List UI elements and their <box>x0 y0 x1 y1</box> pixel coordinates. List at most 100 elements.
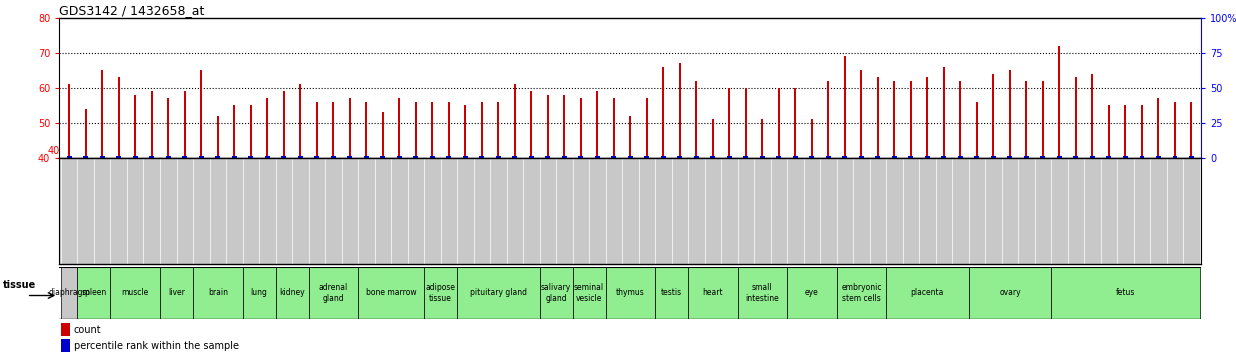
Bar <box>151 91 153 158</box>
Text: diaphragm: diaphragm <box>48 289 90 297</box>
Bar <box>430 156 435 158</box>
Bar <box>910 81 912 158</box>
Bar <box>646 98 648 158</box>
Bar <box>1190 102 1193 158</box>
Text: tissue: tissue <box>2 280 36 290</box>
Bar <box>545 156 550 158</box>
Bar <box>1156 156 1161 158</box>
Bar <box>578 156 583 158</box>
Bar <box>199 156 204 158</box>
Text: percentile rank within the sample: percentile rank within the sample <box>74 341 239 350</box>
Bar <box>282 156 287 158</box>
Bar <box>875 156 880 158</box>
Bar <box>167 98 169 158</box>
Bar <box>382 112 384 158</box>
Bar <box>1051 267 1200 319</box>
Bar <box>358 267 424 319</box>
Bar <box>462 156 467 158</box>
Bar <box>1007 156 1012 158</box>
Text: placenta: placenta <box>911 289 944 297</box>
Bar <box>314 156 319 158</box>
Bar <box>886 267 969 319</box>
Text: muscle: muscle <box>121 289 148 297</box>
Bar <box>693 156 698 158</box>
Bar <box>1125 105 1126 158</box>
Bar <box>315 102 318 158</box>
Bar <box>234 105 235 158</box>
Bar <box>61 267 78 319</box>
Text: testis: testis <box>661 289 682 297</box>
Bar <box>596 91 598 158</box>
Bar <box>265 156 269 158</box>
Bar <box>61 339 69 352</box>
Bar <box>661 156 666 158</box>
Bar <box>795 88 796 158</box>
Bar <box>974 156 979 158</box>
Bar <box>876 77 879 158</box>
Bar <box>68 84 70 158</box>
Text: 40: 40 <box>47 147 59 156</box>
Bar <box>562 156 567 158</box>
Bar <box>628 156 633 158</box>
Bar <box>738 267 787 319</box>
Bar <box>1042 81 1044 158</box>
Bar <box>497 102 499 158</box>
Bar <box>564 95 565 158</box>
Bar <box>331 156 336 158</box>
Text: seminal
vesicle: seminal vesicle <box>574 283 604 303</box>
Bar <box>655 267 688 319</box>
Bar <box>810 156 815 158</box>
Text: brain: brain <box>208 289 227 297</box>
Bar <box>530 91 533 158</box>
Bar <box>101 70 104 158</box>
Text: heart: heart <box>702 289 723 297</box>
Bar <box>1189 156 1194 158</box>
Bar <box>745 88 747 158</box>
Bar <box>927 77 928 158</box>
Bar <box>135 95 136 158</box>
Bar <box>110 267 159 319</box>
Bar <box>679 63 681 158</box>
Bar <box>1124 156 1128 158</box>
Bar <box>644 156 649 158</box>
Bar <box>595 156 599 158</box>
Bar <box>398 98 400 158</box>
Bar <box>1074 156 1079 158</box>
Bar <box>276 267 309 319</box>
Bar <box>250 105 252 158</box>
Bar <box>843 156 848 158</box>
Bar <box>366 102 367 158</box>
Bar <box>976 102 978 158</box>
Bar <box>761 119 764 158</box>
Text: count: count <box>74 325 101 335</box>
Bar <box>1091 74 1094 158</box>
Bar <box>61 323 69 336</box>
Text: ovary: ovary <box>999 289 1021 297</box>
Bar <box>1075 77 1077 158</box>
Bar <box>529 156 534 158</box>
Bar <box>431 102 434 158</box>
Bar <box>85 109 87 158</box>
Bar <box>424 267 457 319</box>
Bar <box>760 156 765 158</box>
Bar <box>662 67 665 158</box>
Bar <box>727 156 732 158</box>
Bar <box>514 84 515 158</box>
Bar <box>612 156 617 158</box>
Bar <box>100 156 105 158</box>
Bar <box>347 156 352 158</box>
Bar <box>969 267 1051 319</box>
Bar <box>629 115 632 158</box>
Bar <box>481 102 483 158</box>
Bar <box>958 156 963 158</box>
Bar <box>215 156 220 158</box>
Bar <box>826 156 831 158</box>
Bar <box>283 91 284 158</box>
Text: embryonic
stem cells: embryonic stem cells <box>842 283 881 303</box>
Bar <box>132 156 137 158</box>
Bar <box>613 98 614 158</box>
Bar <box>776 156 781 158</box>
Bar <box>299 84 302 158</box>
Bar <box>908 156 913 158</box>
Bar <box>892 156 897 158</box>
